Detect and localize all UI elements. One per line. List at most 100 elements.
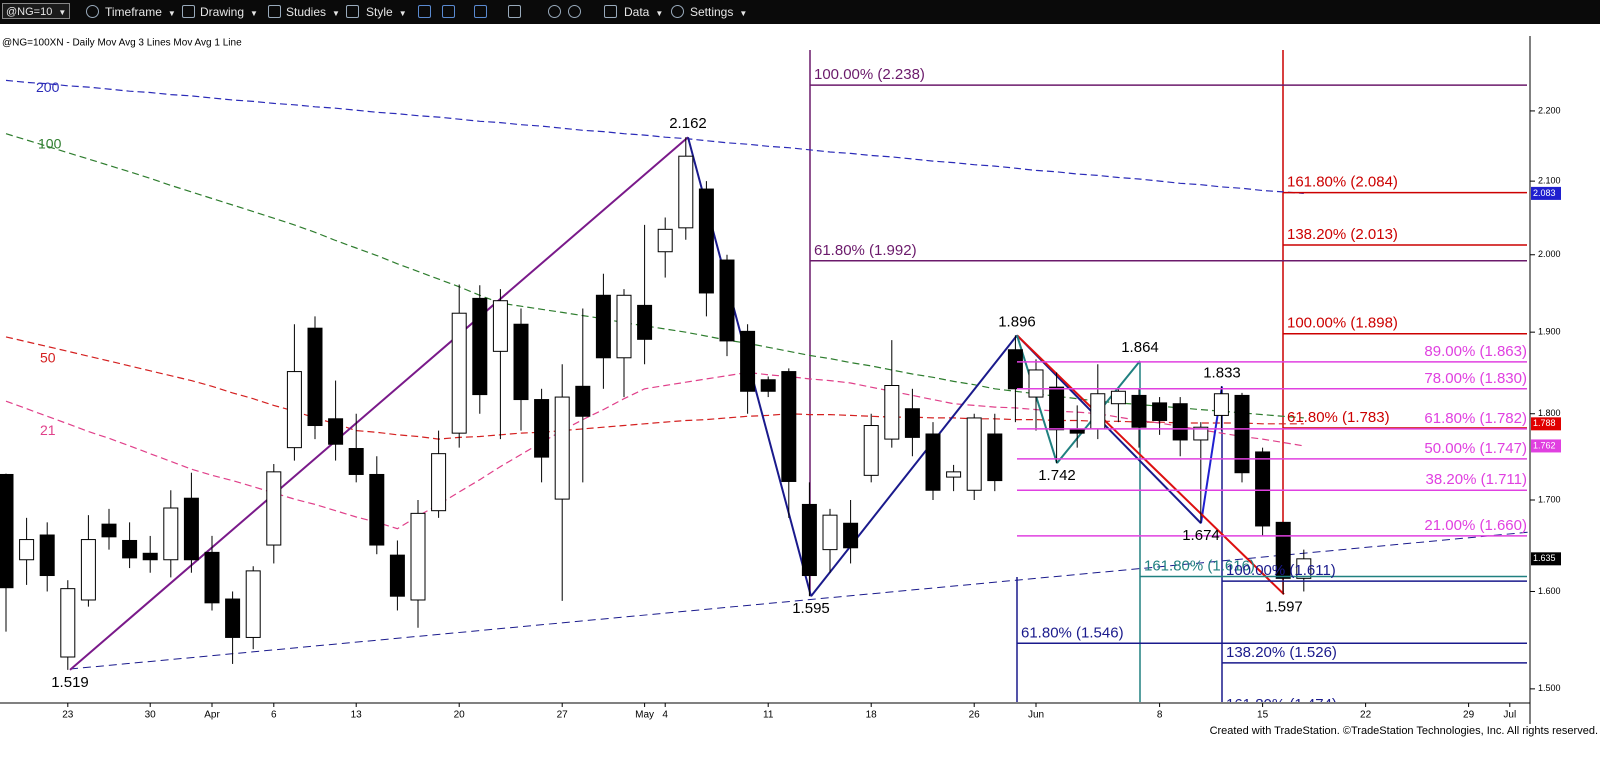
- axis-marker-label: 1.788: [1533, 418, 1556, 428]
- candle-body: [657, 228, 673, 253]
- axis-marker: [1531, 186, 1561, 200]
- candle-body: [328, 418, 344, 445]
- candle-body: [1213, 393, 1229, 416]
- pivot-label: 1.833: [1203, 364, 1241, 381]
- icon[interactable]: [508, 5, 521, 18]
- x-tick-label: Apr: [204, 710, 220, 721]
- fib-label: 21.00% (1.660): [1424, 517, 1527, 534]
- candle-body: [678, 155, 694, 229]
- pivot-label: 1.742: [1038, 467, 1076, 484]
- axis-marker-label: 1.635: [1533, 553, 1556, 563]
- caret: ▼: [167, 9, 176, 18]
- x-tick-label: 26: [969, 710, 981, 721]
- x-tick-label: 30: [145, 710, 157, 721]
- menu-label: Timeframe: [105, 5, 162, 19]
- fib-label: 61.80% (1.782): [1424, 410, 1527, 427]
- candle-body: [719, 259, 735, 342]
- toolbar: @NG=10 ▼ Timeframe ▼ Drawing ▼ Studies ▼ Sty…: [0, 0, 1600, 24]
- candle-body: [698, 188, 714, 294]
- candle-body: [183, 497, 199, 561]
- menu-item[interactable]: Data ▼: [624, 5, 663, 19]
- pivot-label: 1.864: [1121, 339, 1159, 356]
- menu-item[interactable]: Settings ▼: [690, 5, 747, 19]
- icon: [268, 5, 281, 18]
- candle-body: [369, 473, 385, 546]
- moving-average: [5, 79, 1304, 194]
- icon: [86, 5, 99, 18]
- ma-label: 50: [40, 350, 56, 366]
- pattern-line: [1016, 335, 1058, 464]
- candle-body: [946, 471, 962, 478]
- candle-body: [286, 371, 302, 449]
- candle-body: [616, 294, 632, 359]
- icon[interactable]: [548, 5, 561, 18]
- y-tick-label: 1.900: [1538, 327, 1561, 337]
- candle-body: [451, 312, 467, 434]
- candle-body: [1131, 394, 1147, 428]
- axis-marker-label: 2.083: [1533, 188, 1556, 198]
- x-tick-label: 6: [271, 710, 277, 721]
- y-tick-label: 1.500: [1538, 683, 1561, 693]
- moving-average: [5, 371, 1304, 530]
- x-tick-label: 23: [62, 710, 74, 721]
- candle-body: [760, 379, 776, 392]
- x-tick-label: Jul: [1503, 710, 1516, 721]
- menu-item[interactable]: Studies ▼: [286, 5, 340, 19]
- candle-body: [1234, 394, 1250, 474]
- axis-marker: [1531, 552, 1561, 566]
- plot-area: 200 100 50 21 100.00% (2.238) 61.80% (1.992) 1…: [0, 50, 1530, 702]
- x-tick-label: 18: [866, 710, 878, 721]
- footer: Created with TradeStation. ©TradeStation…: [1210, 725, 1598, 737]
- candle-body: [80, 539, 96, 601]
- y-tick-label: 2.200: [1538, 105, 1561, 115]
- y-tick-label: 1.800: [1538, 408, 1561, 418]
- chart: @NG=100XN - Daily Mov Avg 3 Lines Mov Av…: [0, 36, 1598, 737]
- pivot-label: 1.674: [1182, 527, 1220, 544]
- icon[interactable]: [418, 5, 431, 18]
- x-tick-label: 4: [662, 710, 668, 721]
- menu-label: Data: [624, 5, 650, 19]
- x-tick-label: 13: [351, 710, 363, 721]
- y-tick-label: 2.000: [1538, 249, 1561, 259]
- fib-label: 138.20% (1.526): [1226, 644, 1337, 661]
- symbol: @NG=10: [6, 6, 53, 18]
- candle-body: [492, 300, 508, 352]
- candle-body: [1152, 402, 1168, 421]
- candle-body: [101, 523, 117, 538]
- candle-body: [1296, 558, 1312, 579]
- candle-body: [472, 297, 488, 396]
- menu-item[interactable]: Timeframe ▼: [105, 5, 176, 19]
- icon[interactable]: [442, 5, 455, 18]
- ma-label: 21: [40, 422, 56, 438]
- symbol-box[interactable]: @NG=10 ▼: [2, 3, 70, 19]
- x-tick-label: 22: [1360, 710, 1372, 721]
- fib-label: 100.00% (1.611): [1226, 562, 1336, 579]
- menu-label: Drawing: [200, 5, 245, 19]
- pattern-line: [69, 136, 689, 671]
- candle-body: [204, 551, 220, 604]
- icon[interactable]: [474, 5, 487, 18]
- candle-body: [925, 433, 941, 491]
- x-tick-label: 29: [1463, 710, 1475, 721]
- candle-body: [410, 512, 426, 601]
- candle-body: [307, 327, 323, 427]
- fib-label: 89.00% (1.863): [1424, 343, 1527, 360]
- ma-label: 100: [38, 135, 62, 151]
- fib-label: 100.00% (1.898): [1287, 315, 1398, 332]
- fib-label: 161.80% (2.084): [1287, 174, 1398, 191]
- candle-body: [904, 408, 920, 438]
- candle-body: [60, 588, 76, 658]
- pivot-label: 1.896: [998, 313, 1036, 330]
- caret: ▼: [398, 9, 407, 18]
- menu-label: Style: [366, 5, 393, 19]
- fib-label: 61.80% (1.546): [1021, 624, 1124, 641]
- candle-body: [595, 294, 611, 359]
- menu-label: Studies: [286, 5, 327, 19]
- candle-body: [1007, 349, 1023, 390]
- menu-item[interactable]: Drawing ▼: [200, 5, 258, 19]
- icon[interactable]: [568, 5, 581, 18]
- caret: ▼: [739, 9, 748, 18]
- candle-body: [863, 425, 879, 476]
- menu-item[interactable]: Style ▼: [366, 5, 407, 19]
- y-tick-label: 2.100: [1538, 176, 1561, 186]
